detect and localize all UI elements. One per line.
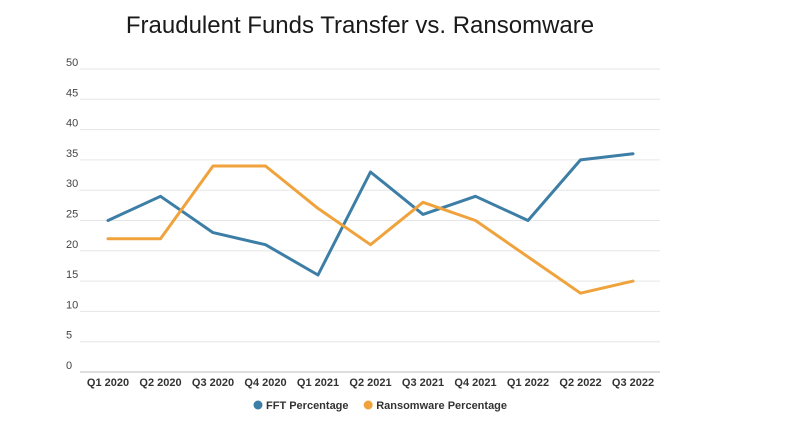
x-tick-label: Q3 2020 <box>192 377 234 389</box>
y-tick-label: 35 <box>66 148 78 160</box>
x-tick-label: Q4 2021 <box>454 377 496 389</box>
x-tick-label: Q4 2020 <box>244 377 286 389</box>
y-tick-label: 10 <box>66 299 78 311</box>
y-tick-label: 25 <box>66 209 78 221</box>
y-tick-label: 45 <box>66 87 78 99</box>
x-tick-label: Q1 2022 <box>507 377 549 389</box>
x-tick-label: Q1 2020 <box>87 377 129 389</box>
legend-label-1: Ransomware Percentage <box>376 400 507 412</box>
y-tick-label: 20 <box>66 239 78 251</box>
y-tick-label: 0 <box>66 360 72 372</box>
x-tick-label: Q2 2020 <box>139 377 181 389</box>
x-tick-label: Q1 2021 <box>297 377 339 389</box>
x-tick-label: Q2 2021 <box>349 377 391 389</box>
y-tick-label: 50 <box>66 57 78 69</box>
x-tick-label: Q2 2022 <box>559 377 601 389</box>
series-line-1 <box>106 164 635 295</box>
x-tick-label: Q3 2021 <box>402 377 444 389</box>
y-tick-label: 30 <box>66 178 78 190</box>
legend-marker-1 <box>363 400 373 410</box>
series-line-0 <box>106 152 635 277</box>
y-tick-label: 40 <box>66 118 78 130</box>
x-tick-label: Q3 2022 <box>612 377 654 389</box>
legend-marker-0 <box>253 400 263 410</box>
legend-label-0: FFT Percentage <box>266 400 349 412</box>
y-tick-label: 5 <box>66 330 72 342</box>
y-tick-label: 15 <box>66 269 78 281</box>
chart-title: Fraudulent Funds Transfer vs. Ransomware <box>125 12 595 39</box>
